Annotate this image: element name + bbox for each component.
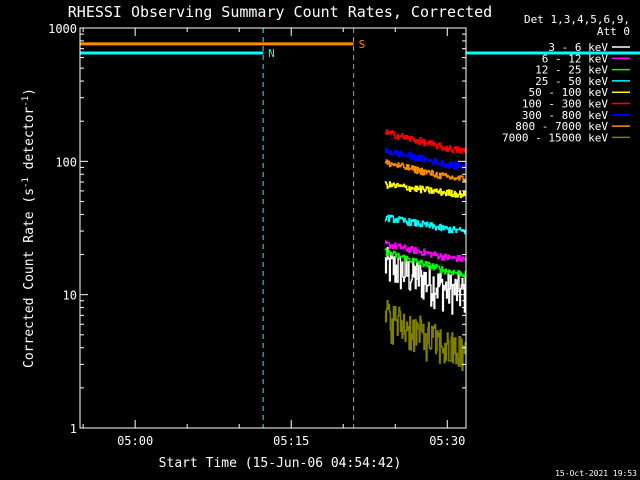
legend-label-6: 300 - 800 keV bbox=[522, 109, 608, 122]
legend-label-8: 7000 - 15000 keV bbox=[502, 131, 608, 144]
legend-label-5: 100 - 300 keV bbox=[522, 98, 608, 111]
y-tick-label: 100 bbox=[55, 155, 77, 169]
series-line-7 bbox=[384, 159, 466, 183]
x-tick-label: 05:30 bbox=[429, 434, 465, 448]
series-line-4 bbox=[384, 181, 466, 199]
legend-label-1: 6 - 12 keV bbox=[542, 52, 609, 65]
x-axis-label: Start Time (15-Jun-06 04:54:42) bbox=[159, 456, 402, 471]
y-tick-label: 1000 bbox=[48, 22, 77, 36]
x-tick-label: 05:00 bbox=[117, 434, 153, 448]
legend-label-3: 25 - 50 keV bbox=[535, 75, 608, 88]
plot-area: N S 05:00 05:15 05:30 1 10 100 1000 bbox=[48, 22, 640, 448]
legend-label-4: 50 - 100 keV bbox=[529, 86, 609, 99]
x-tick-label: 05:15 bbox=[273, 434, 309, 448]
chart-title: RHESSI Observing Summary Count Rates, Co… bbox=[68, 3, 492, 21]
series-line-1 bbox=[384, 240, 466, 263]
series-line-8 bbox=[384, 300, 466, 371]
series-line-3 bbox=[384, 214, 466, 235]
legend-label-0: 3 - 6 keV bbox=[548, 41, 608, 54]
footer-timestamp: 15-Oct-2021 19:53 bbox=[555, 469, 637, 478]
legend-header-line-1: Det 1,3,4,5,6,9, bbox=[524, 13, 630, 26]
y-axis-label: Corrected Count Rate (s-1 detector-1) bbox=[21, 88, 37, 368]
legend-label-2: 12 - 25 keV bbox=[535, 64, 608, 77]
axes-frame bbox=[79, 27, 467, 429]
legend-label-7: 800 - 7000 keV bbox=[515, 120, 608, 133]
y-tick-label: 1 bbox=[70, 422, 77, 436]
flag-label: S bbox=[359, 38, 366, 51]
flag-label: N bbox=[268, 47, 275, 60]
y-tick-label: 10 bbox=[63, 289, 77, 303]
legend-header-line-2: Att 0 bbox=[597, 25, 630, 38]
series-line-6 bbox=[384, 146, 466, 170]
